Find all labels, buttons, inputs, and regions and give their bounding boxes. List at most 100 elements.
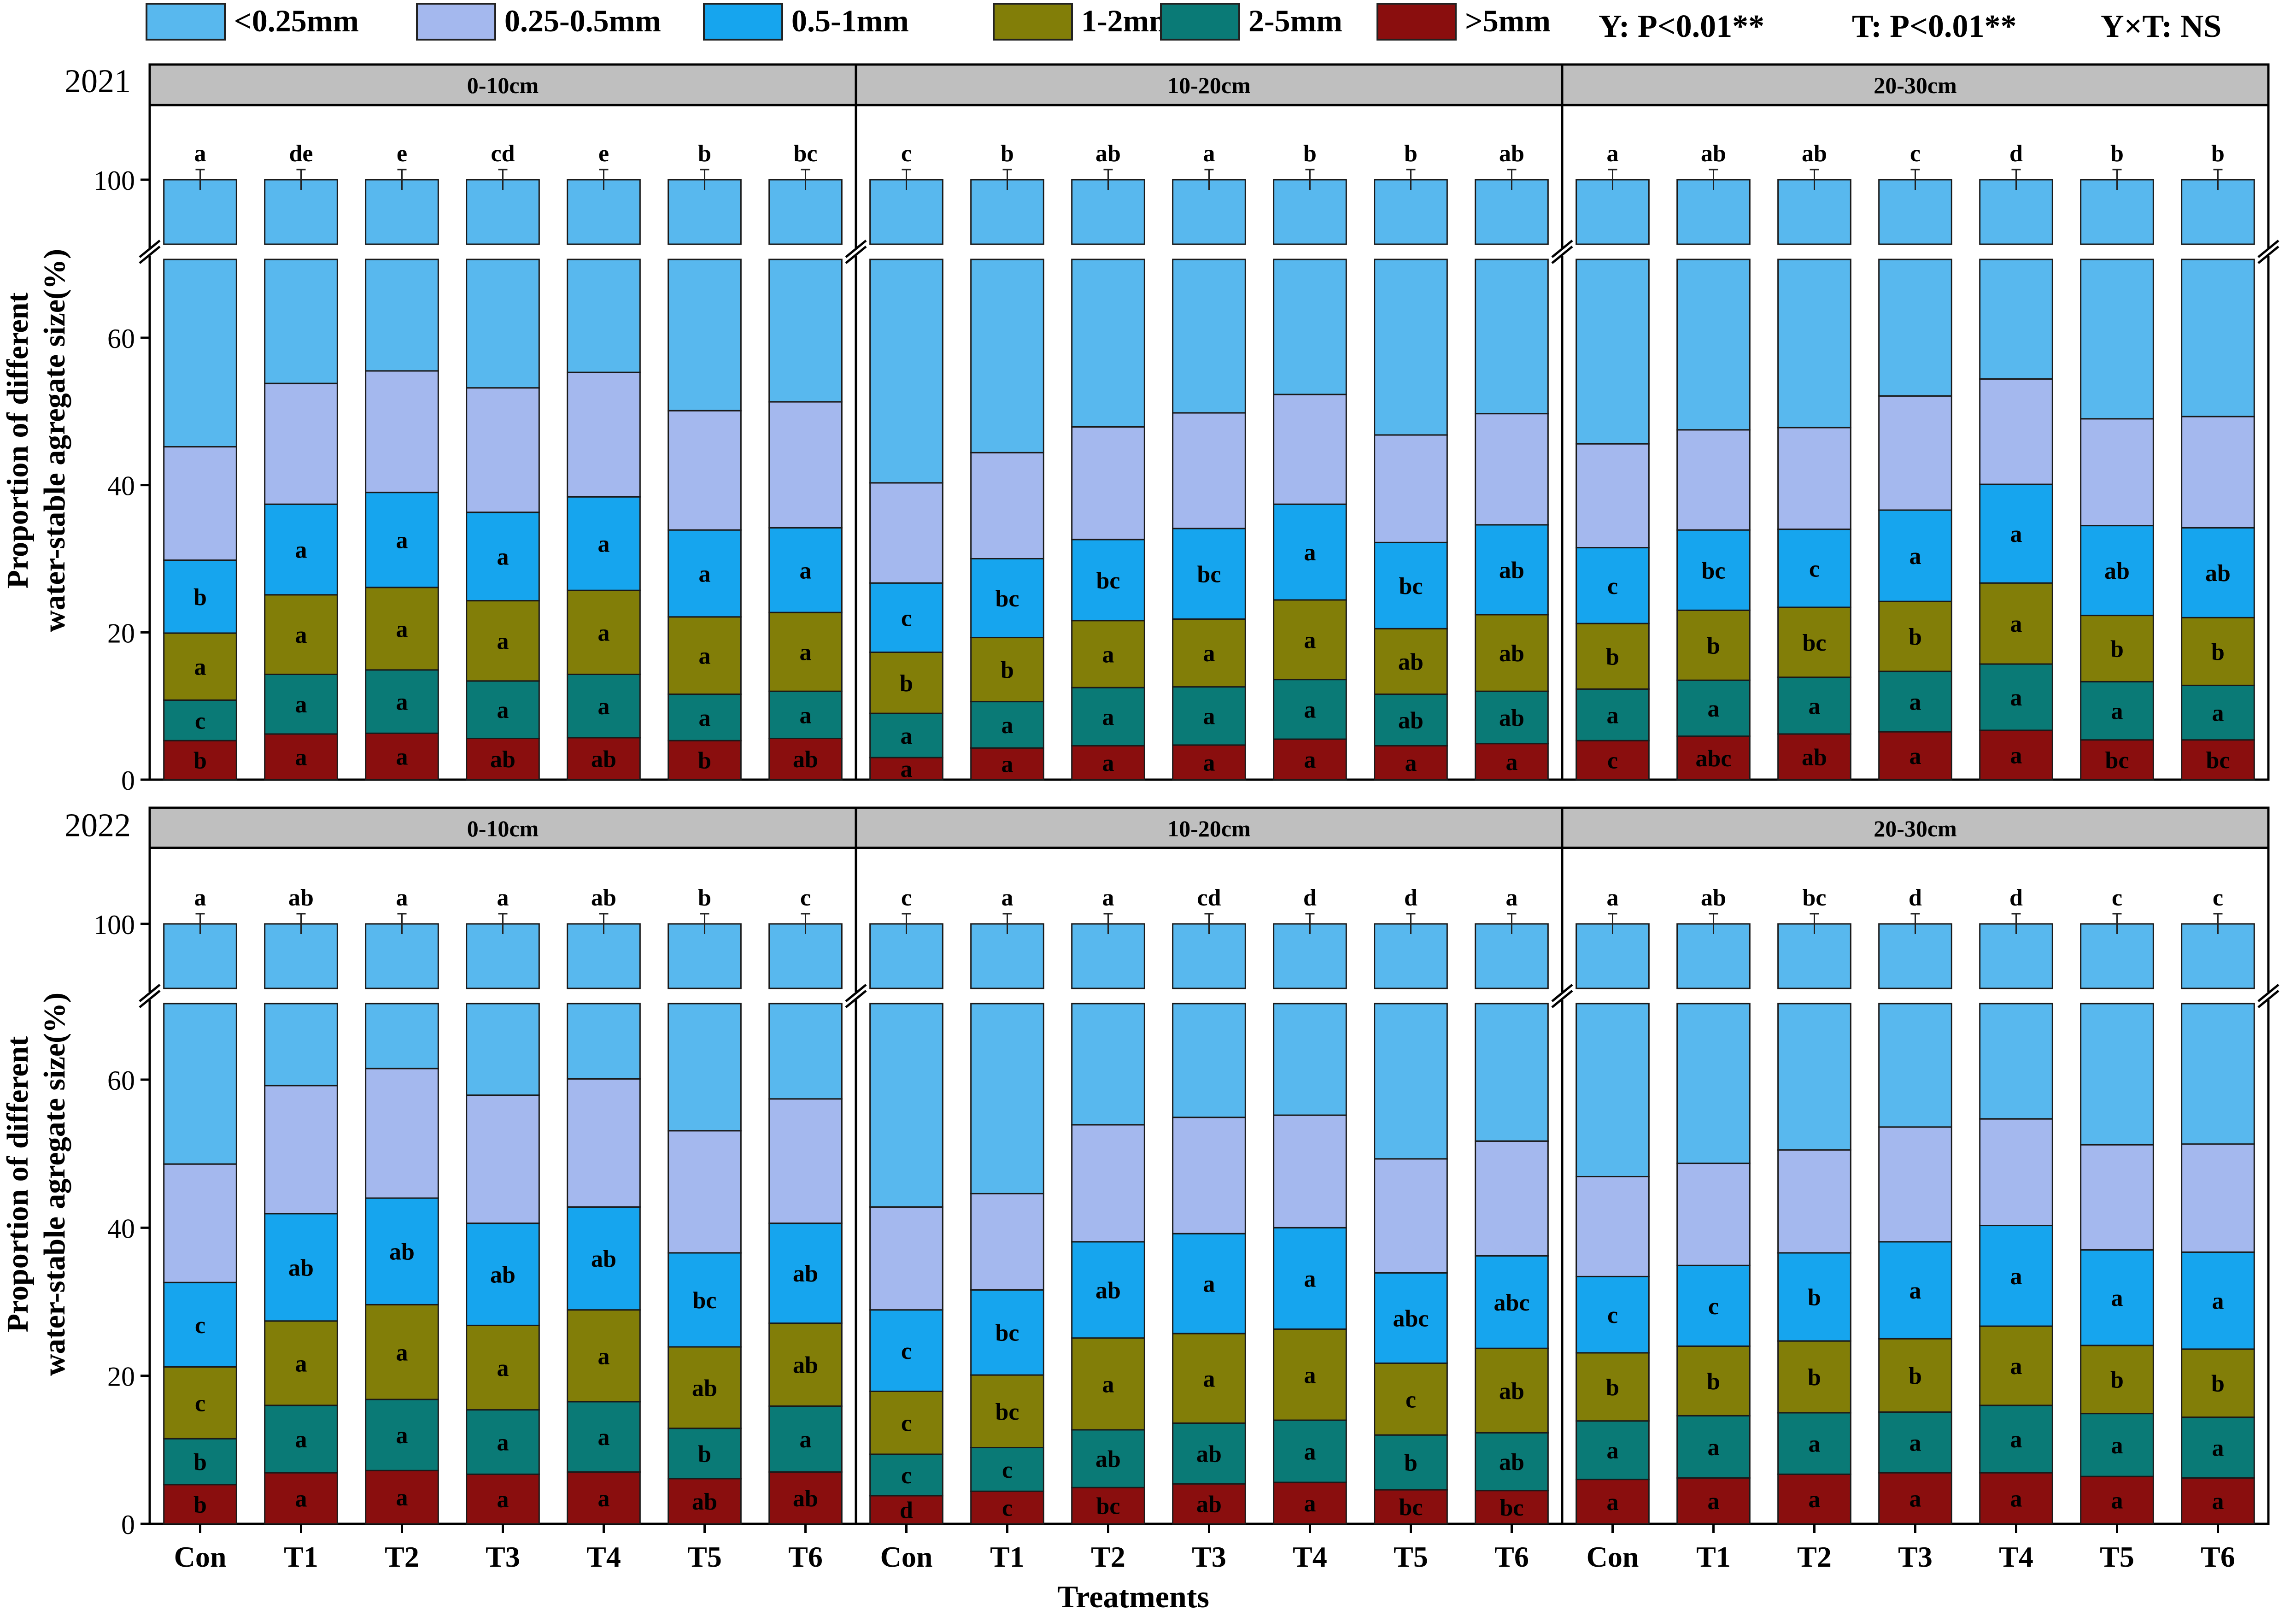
bar-segment->5mm — [1979, 729, 2053, 781]
significance-letter: d — [1404, 885, 1417, 911]
significance-letter: c — [1708, 1293, 1719, 1320]
bar-segment->5mm — [365, 1469, 439, 1525]
significance-letter: c — [2213, 885, 2223, 911]
bar-segment-1-2mm — [264, 594, 338, 675]
significance-letter: c — [195, 1390, 205, 1416]
y-axis-title-line1: Proportion of different — [1, 293, 35, 589]
bar-segment-top — [1172, 179, 1246, 245]
bar-segment-1-2mm — [1475, 1347, 1549, 1434]
bar-segment-<0.25mm — [1475, 259, 1549, 415]
bar-segment->5mm — [2181, 739, 2255, 781]
significance-letter: a — [497, 629, 509, 655]
axis-break-mark — [1551, 990, 1573, 1008]
bar-segment-0.5-1mm — [466, 511, 540, 602]
bar-segment-<0.25mm — [1374, 1003, 1448, 1160]
significance-letter: ab — [1398, 649, 1423, 675]
significance-letter: a — [598, 620, 610, 646]
significance-letter: a — [2010, 742, 2022, 769]
bar-segment->5mm — [365, 732, 439, 781]
significance-letter: ab — [793, 1352, 818, 1379]
significance-letter: bc — [693, 1287, 717, 1314]
legend-swatch — [1160, 3, 1240, 41]
legend: <0.25mm 0.25-0.5mm 0.5-1mm 1-2mm 2-5mm >5mm — [146, 3, 1551, 41]
bar-segment-<0.25mm — [1676, 1003, 1751, 1164]
bar-segment-top — [163, 179, 237, 245]
significance-letter: a — [1909, 1430, 1921, 1456]
bar-segment-0.5-1mm — [1576, 1275, 1650, 1354]
bar-segment-<0.25mm — [1475, 1003, 1549, 1142]
significance-letter: bc — [1399, 1494, 1423, 1521]
axis-break-mark — [845, 990, 867, 1008]
bar-segment-0.5-1mm — [970, 1289, 1044, 1376]
significance-letter: a — [396, 616, 408, 642]
bar-segment-0.25-0.5mm — [466, 1094, 540, 1224]
bar-segment-0.5-1mm — [1475, 524, 1549, 616]
significance-letter: c — [901, 605, 912, 631]
stats-annotation: Y: P<0.01** T: P<0.01** Y×T: NS — [1599, 9, 2221, 44]
legend-label: 2-5mm — [1248, 3, 1342, 38]
bar-segment->5mm — [869, 757, 943, 781]
axis-break-mark — [2257, 246, 2279, 264]
bar-segment-2-5mm — [1676, 1415, 1751, 1479]
year-panel-2021: 20210-10cmbcabbaaaaaabdeaaaaabeabaaaabcd… — [1, 63, 2282, 796]
significance-letter: a — [295, 692, 307, 718]
bar-segment-0.25-0.5mm — [768, 1098, 843, 1224]
axis-break-mark — [139, 240, 161, 258]
bar-segment-2-5mm — [668, 693, 742, 741]
significance-letter: c — [1809, 556, 1820, 582]
bar-segment-1-2mm — [1979, 1325, 2053, 1406]
depth-header-label: 0-10cm — [467, 72, 539, 98]
bar-segment-0.25-0.5mm — [365, 1068, 439, 1199]
bar-T2: aabbbcbc — [1777, 885, 1851, 1525]
significance-letter: de — [289, 141, 313, 167]
significance-letter: ab — [1499, 1378, 1524, 1404]
significance-letter: b — [2110, 636, 2124, 662]
significance-letter: b — [1404, 1450, 1417, 1476]
significance-letter: a — [598, 531, 610, 558]
significance-letter: a — [295, 1427, 307, 1453]
significance-letter: b — [1606, 1375, 1619, 1401]
axis-labels: Con T1 T2 T3 T4 T5 T6 Con T1 T2 T3 T4 T5 T6 Con T1 T2 T3 T… — [174, 1524, 2235, 1614]
bar-T2: ababccbab — [1777, 141, 1851, 781]
bar-segment-top — [768, 923, 843, 989]
significance-letter: b — [1909, 624, 1922, 650]
significance-letter: a — [901, 723, 913, 749]
bar-segment-2-5mm — [869, 1453, 943, 1497]
bar-segment-0.25-0.5mm — [567, 1078, 641, 1208]
bar-segment->5mm — [1172, 1483, 1246, 1525]
legend-item: 0.5-1mm — [703, 3, 909, 41]
bar-segment-top — [2181, 923, 2255, 989]
bar-T1: aabbcabb — [970, 141, 1044, 781]
bar-segment-<0.25mm — [567, 1003, 641, 1080]
bar-segment-0.25-0.5mm — [1071, 426, 1145, 541]
axis-break-gap — [136, 992, 2282, 1000]
significance-letter: b — [1404, 141, 1417, 167]
significance-letter: a — [1102, 641, 1114, 668]
bar-segment-top — [1676, 923, 1751, 989]
bar-segment-0.25-0.5mm — [2080, 1144, 2154, 1251]
bar-segment-<0.25mm — [768, 1003, 843, 1100]
bar-segment-2-5mm — [466, 680, 540, 739]
significance-letter: bc — [1096, 568, 1120, 594]
significance-letter: ab — [1095, 141, 1121, 167]
bar-segment-top — [1071, 923, 1145, 989]
significance-letter: b — [1808, 1285, 1821, 1311]
bar-segment->5mm — [466, 737, 540, 781]
significance-letter: a — [1304, 1491, 1316, 1517]
significance-letter: c — [1002, 1495, 1013, 1522]
bar-segment-2-5mm — [1172, 686, 1246, 746]
bar-segment-top — [668, 923, 742, 989]
y-tick-label: 60 — [107, 323, 135, 354]
bar-segment-<0.25mm — [1172, 259, 1246, 414]
bar-segment-0.5-1mm — [466, 1222, 540, 1326]
bar-segment-2-5mm — [264, 673, 338, 735]
bar-T6: aabababaab — [1475, 141, 1549, 781]
bar-segment-2-5mm — [1273, 1419, 1347, 1483]
bar-segment-2-5mm — [2181, 684, 2255, 741]
significance-letter: c — [195, 1312, 205, 1339]
significance-letter: b — [1303, 141, 1317, 167]
y-tick-label: 60 — [107, 1065, 135, 1096]
bar-segment->5mm — [1777, 1473, 1851, 1525]
